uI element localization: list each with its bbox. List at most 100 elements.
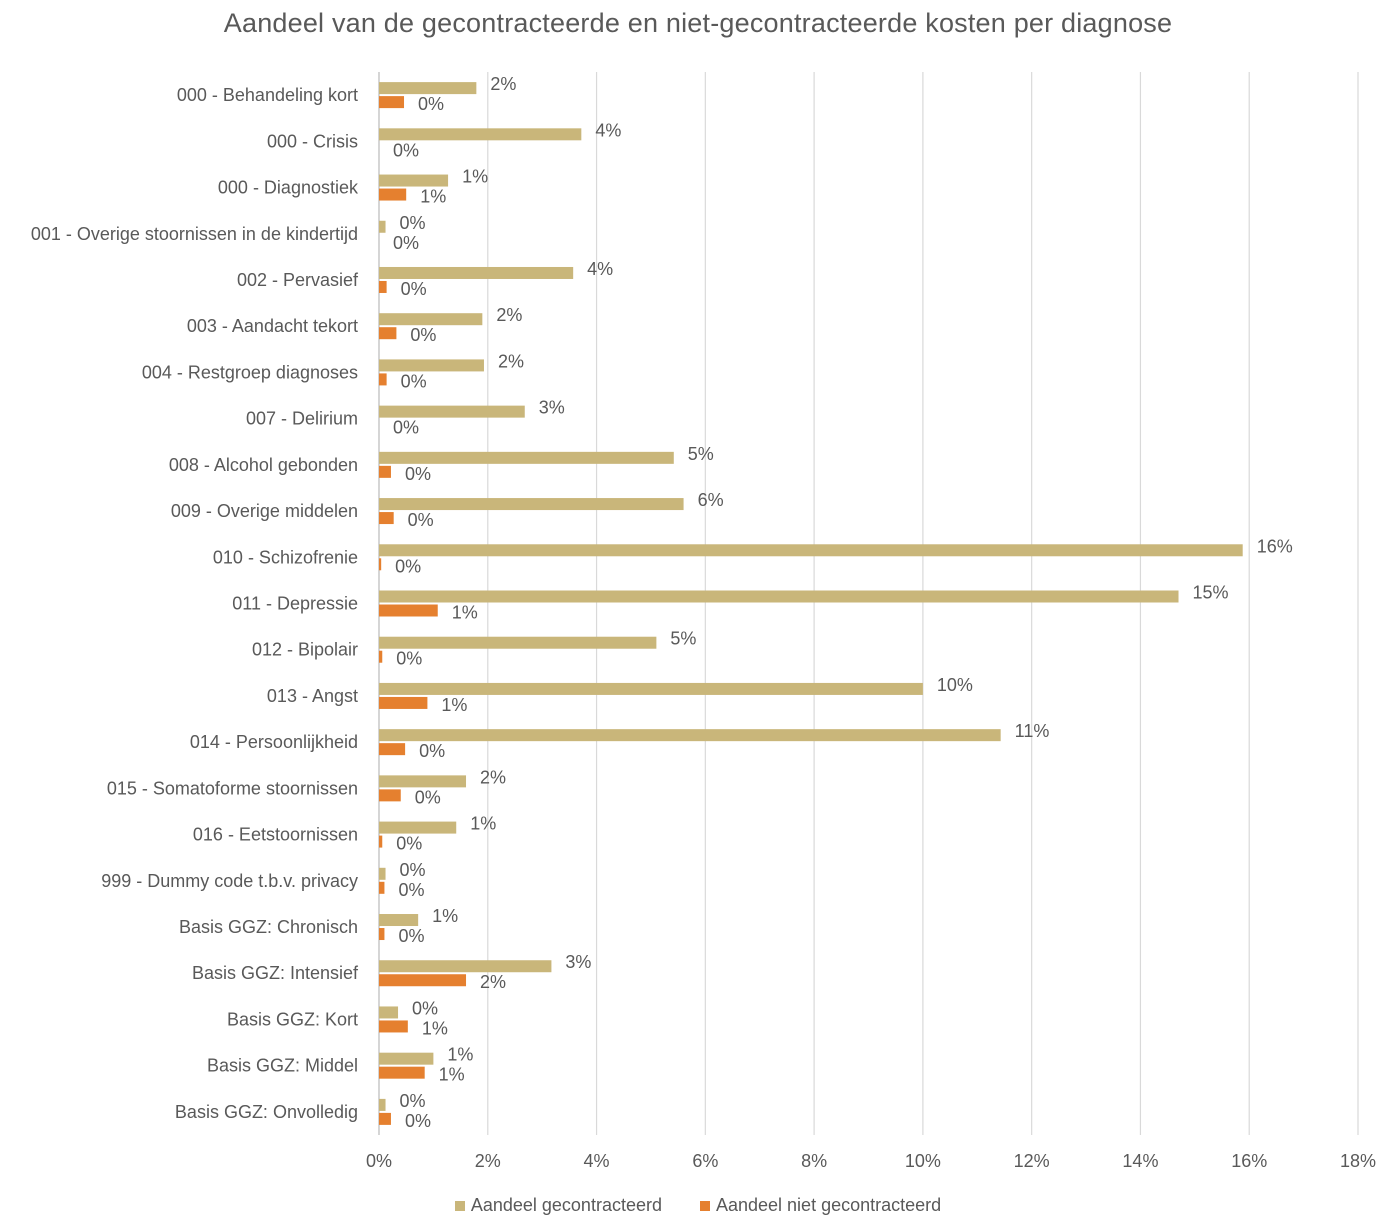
- category-label: Basis GGZ: Onvolledig: [175, 1102, 358, 1122]
- category-label: Basis GGZ: Kort: [227, 1009, 358, 1029]
- bar-gecontracteerd: [379, 1052, 434, 1065]
- bar-niet-gecontracteerd: [379, 789, 401, 802]
- data-label-gecontracteerd: 0%: [400, 213, 426, 233]
- data-label-niet-gecontracteerd: 1%: [422, 1018, 448, 1038]
- bar-gecontracteerd: [379, 174, 449, 187]
- bar-niet-gecontracteerd: [379, 280, 387, 293]
- data-label-gecontracteerd: 1%: [432, 906, 458, 926]
- bar-niet-gecontracteerd: [379, 928, 385, 941]
- bar-gecontracteerd: [379, 1006, 399, 1019]
- data-label-gecontracteerd: 3%: [539, 398, 565, 418]
- bar-niet-gecontracteerd: [379, 373, 387, 386]
- data-label-gecontracteerd: 11%: [1015, 721, 1050, 741]
- data-label-gecontracteerd: 2%: [498, 351, 524, 371]
- data-label-gecontracteerd: 15%: [1193, 583, 1229, 603]
- category-label: Basis GGZ: Middel: [207, 1056, 358, 1076]
- bar-gecontracteerd: [379, 821, 457, 834]
- data-label-gecontracteerd: 10%: [937, 675, 973, 695]
- data-label-gecontracteerd: 4%: [587, 259, 613, 279]
- bar-gecontracteerd: [379, 960, 552, 973]
- bar-niet-gecontracteerd: [379, 743, 406, 756]
- bar-niet-gecontracteerd: [379, 188, 407, 201]
- data-label-niet-gecontracteerd: 0%: [398, 880, 424, 900]
- data-label-gecontracteerd: 1%: [470, 814, 496, 834]
- legend-swatch-gecontracteerd: [454, 1200, 465, 1211]
- data-label-gecontracteerd: 16%: [1257, 536, 1293, 556]
- data-label-niet-gecontracteerd: 0%: [393, 418, 419, 438]
- bar-gecontracteerd: [379, 82, 477, 95]
- legend-swatch-niet-gecontracteerd: [699, 1200, 710, 1211]
- category-label: 001 - Overige stoornissen in de kinderti…: [31, 224, 358, 244]
- x-tick-label: 12%: [1014, 1151, 1050, 1171]
- category-label: 012 - Bipolair: [252, 640, 358, 660]
- category-label: 009 - Overige middelen: [171, 501, 358, 521]
- legend-label-gecontracteerd: Aandeel gecontracteerd: [470, 1195, 662, 1215]
- legend-item-gecontracteerd: Aandeel gecontracteerd: [454, 1195, 662, 1216]
- x-tick-label: 4%: [584, 1151, 610, 1171]
- bar-gecontracteerd: [379, 220, 386, 233]
- category-label: 000 - Diagnostiek: [218, 178, 359, 198]
- category-label: 014 - Persoonlijkheid: [190, 732, 358, 752]
- data-label-niet-gecontracteerd: 0%: [410, 325, 436, 345]
- category-label: 999 - Dummy code t.b.v. privacy: [101, 871, 358, 891]
- bar-gecontracteerd: [379, 451, 674, 464]
- chart-title: Aandeel van de gecontracteerde en niet-g…: [223, 8, 1173, 38]
- bar-niet-gecontracteerd: [379, 1112, 391, 1125]
- bar-niet-gecontracteerd: [379, 1066, 425, 1079]
- bar-gecontracteerd: [379, 636, 657, 649]
- x-tick-label: 0%: [366, 1151, 392, 1171]
- category-label: 015 - Somatoforme stoornissen: [107, 778, 358, 798]
- bar-niet-gecontracteerd: [379, 881, 385, 894]
- x-tick-label: 16%: [1231, 1151, 1267, 1171]
- data-label-gecontracteerd: 0%: [412, 998, 438, 1018]
- x-tick-label: 8%: [801, 1151, 827, 1171]
- bar-niet-gecontracteerd: [379, 96, 405, 109]
- x-tick-label: 10%: [905, 1151, 941, 1171]
- bar-niet-gecontracteerd: [379, 512, 394, 525]
- bar-gecontracteerd: [379, 359, 484, 372]
- data-label-niet-gecontracteerd: 0%: [401, 279, 427, 299]
- data-label-gecontracteerd: 5%: [670, 629, 696, 649]
- category-label: Basis GGZ: Chronisch: [179, 917, 358, 937]
- data-label-niet-gecontracteerd: 1%: [420, 187, 446, 207]
- data-label-niet-gecontracteerd: 0%: [418, 94, 444, 114]
- category-label: 016 - Eetstoornissen: [193, 825, 358, 845]
- bar-gecontracteerd: [379, 313, 483, 326]
- data-label-gecontracteerd: 2%: [480, 767, 506, 787]
- data-label-niet-gecontracteerd: 0%: [396, 834, 422, 854]
- data-label-niet-gecontracteerd: 1%: [452, 603, 478, 623]
- x-tick-label: 18%: [1340, 1151, 1376, 1171]
- bar-niet-gecontracteerd: [379, 650, 383, 663]
- bar-niet-gecontracteerd: [379, 835, 383, 848]
- data-label-gecontracteerd: 2%: [490, 74, 516, 94]
- data-label-niet-gecontracteerd: 0%: [415, 787, 441, 807]
- data-label-gecontracteerd: 3%: [565, 952, 591, 972]
- data-label-niet-gecontracteerd: 0%: [401, 371, 427, 391]
- bar-gecontracteerd: [379, 405, 525, 418]
- bar-niet-gecontracteerd: [379, 974, 467, 987]
- data-label-niet-gecontracteerd: 0%: [396, 649, 422, 669]
- data-label-niet-gecontracteerd: 0%: [405, 1111, 431, 1131]
- bar-niet-gecontracteerd: [379, 1020, 408, 1033]
- category-label: 000 - Behandeling kort: [177, 85, 358, 105]
- data-label-niet-gecontracteerd: 0%: [419, 741, 445, 761]
- data-label-gecontracteerd: 4%: [595, 120, 621, 140]
- data-label-niet-gecontracteerd: 0%: [393, 233, 419, 253]
- bar-gecontracteerd: [379, 775, 467, 788]
- bar-gecontracteerd: [379, 682, 923, 695]
- data-label-niet-gecontracteerd: 0%: [398, 926, 424, 946]
- category-label: 002 - Pervasief: [237, 270, 359, 290]
- data-label-gecontracteerd: 6%: [698, 490, 724, 510]
- data-label-niet-gecontracteerd: 1%: [439, 1065, 465, 1085]
- data-label-niet-gecontracteerd: 1%: [441, 695, 467, 715]
- bar-gecontracteerd: [379, 914, 419, 927]
- bar-gecontracteerd: [379, 498, 684, 511]
- data-label-gecontracteerd: 1%: [447, 1045, 473, 1065]
- category-label: 007 - Delirium: [246, 409, 358, 429]
- data-label-gecontracteerd: 2%: [496, 305, 522, 325]
- legend-item-niet-gecontracteerd: Aandeel niet gecontracteerd: [699, 1195, 941, 1216]
- data-label-gecontracteerd: 0%: [400, 1091, 426, 1111]
- bar-gecontracteerd: [379, 266, 574, 279]
